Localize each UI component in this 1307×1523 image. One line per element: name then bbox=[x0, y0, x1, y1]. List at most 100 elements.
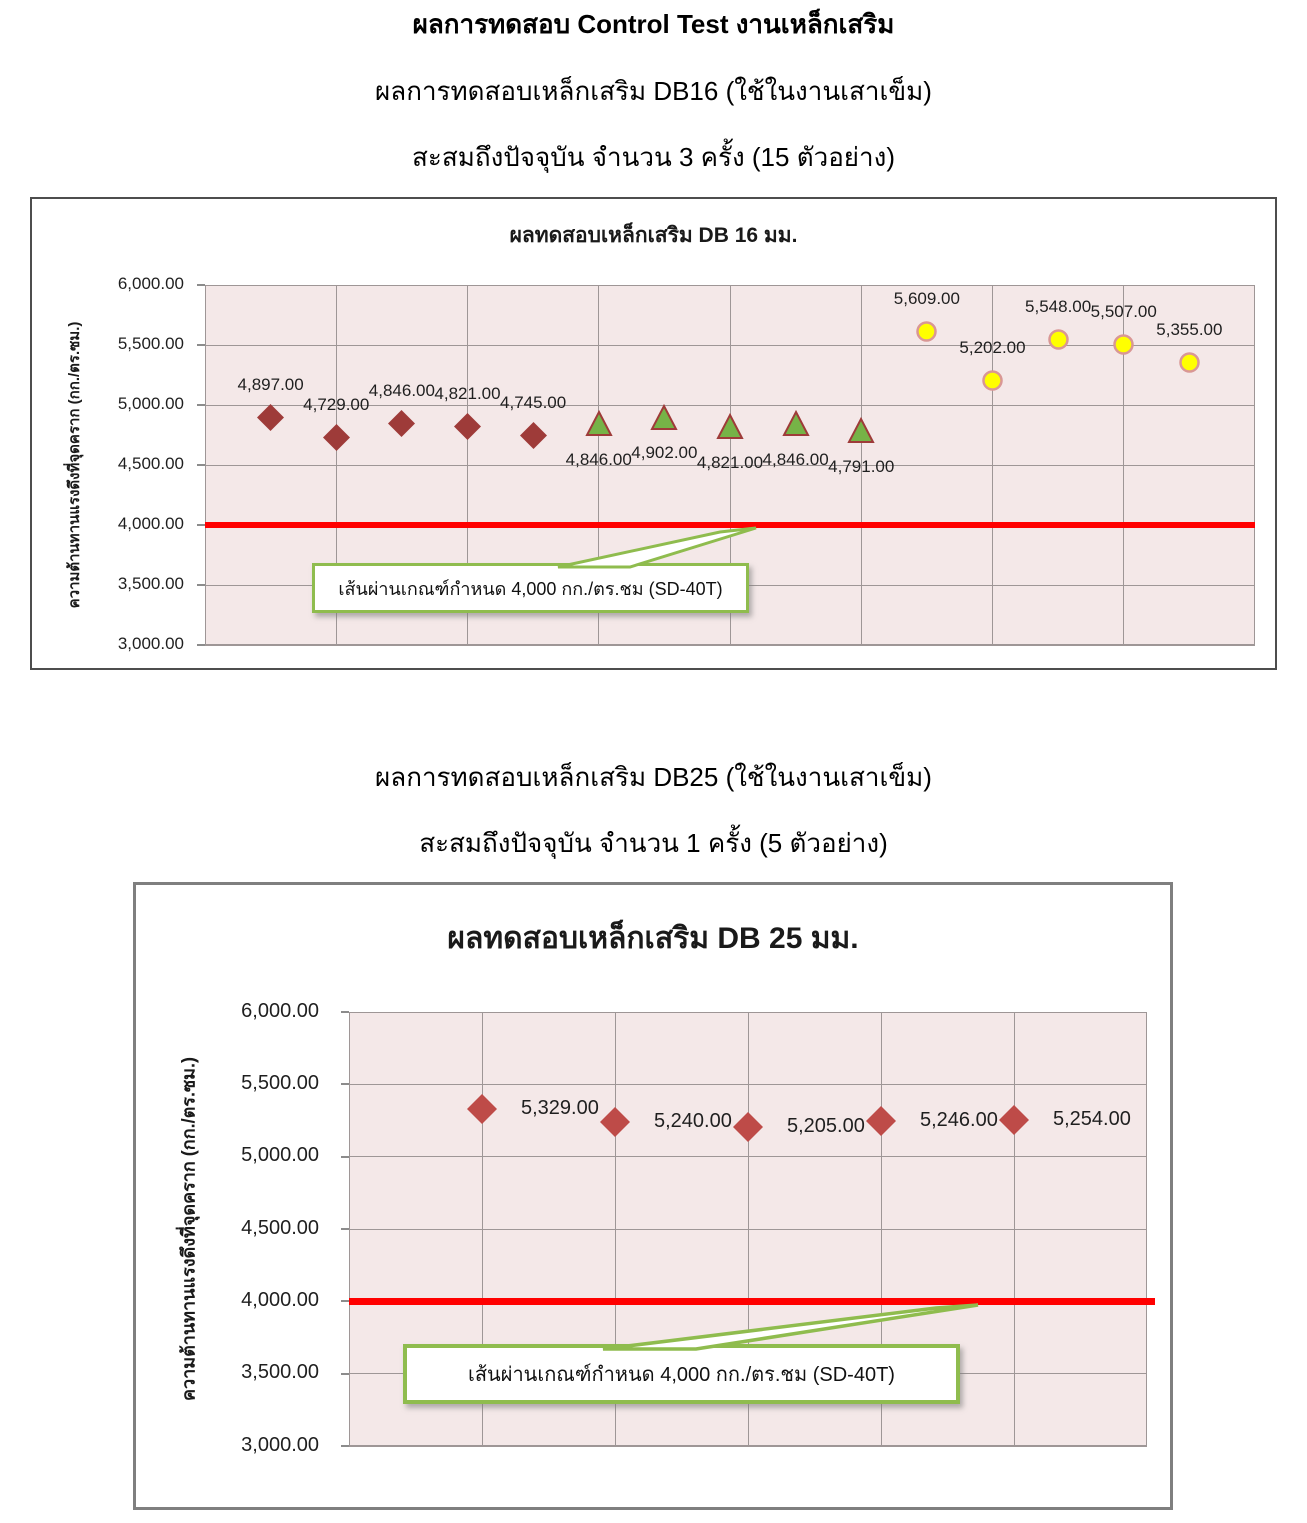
y-tick-label: 5,500.00 bbox=[241, 1071, 319, 1094]
marker-diamond-icon bbox=[600, 1106, 630, 1137]
point-label: 5,246.00 bbox=[920, 1108, 998, 1131]
v-gridline bbox=[467, 285, 468, 645]
threshold-line bbox=[349, 1297, 1155, 1305]
point-label: 5,202.00 bbox=[959, 338, 1026, 358]
point-label: 5,609.00 bbox=[893, 289, 960, 309]
y-tick-label: 5,000.00 bbox=[117, 394, 184, 414]
point-label: 5,254.00 bbox=[1053, 1107, 1131, 1130]
y-tick-label: 4,500.00 bbox=[241, 1216, 319, 1239]
subtitle-db25: ผลการทดสอบเหล็กเสริม DB25 (ใช้ในงานเสาเข… bbox=[375, 762, 932, 792]
marker-diamond-icon bbox=[257, 403, 285, 431]
point-label: 4,821.00 bbox=[696, 452, 764, 472]
marker-circle-icon bbox=[982, 370, 1003, 391]
y-axis-tick bbox=[197, 404, 205, 406]
y-axis-tick bbox=[341, 1155, 349, 1158]
marker-diamond-icon bbox=[733, 1112, 763, 1142]
y-tick-label: 4,000.00 bbox=[241, 1288, 319, 1311]
point-label: 5,205.00 bbox=[787, 1114, 865, 1137]
v-gridline bbox=[880, 1012, 882, 1446]
marker-triangle-icon bbox=[781, 410, 810, 437]
v-gridline bbox=[614, 1012, 616, 1446]
threshold-line bbox=[205, 522, 1255, 528]
y-axis-tick bbox=[341, 1228, 349, 1230]
marker-circle-icon bbox=[1047, 328, 1069, 350]
marker-triangle-icon bbox=[650, 403, 679, 430]
point-label: 5,548.00 bbox=[1025, 296, 1092, 316]
marker-diamond-icon bbox=[454, 412, 481, 440]
threshold-callout-db16: เส้นผ่านเกณฑ์กำหนด 4,000 กก./ตร.ชม (SD-4… bbox=[312, 563, 749, 613]
v-gridline bbox=[335, 285, 337, 645]
point-label: 4,846.00 bbox=[368, 380, 435, 400]
y-tick-label: 3,000.00 bbox=[241, 1433, 319, 1456]
point-label: 4,821.00 bbox=[434, 383, 501, 403]
y-tick-label: 5,500.00 bbox=[117, 334, 184, 354]
threshold-callout-db25-text: เส้นผ่านเกณฑ์กำหนด 4,000 กก./ตร.ชม (SD-4… bbox=[468, 1364, 895, 1386]
subtitle-count-db25: สะสมถึงปัจจุบัน จำนวน 1 ครั้ง (5 ตัวอย่า… bbox=[419, 828, 888, 858]
threshold-callout-db16-text: เส้นผ่านเกณฑ์กำหนด 4,000 กก./ตร.ชม (SD-4… bbox=[338, 578, 723, 599]
point-label: 5,240.00 bbox=[654, 1109, 732, 1132]
point-label: 4,729.00 bbox=[303, 394, 370, 414]
chart-db25-frame: ผลทดสอบเหล็กเสริม DB 25 มม. ความต้านทานแ… bbox=[133, 882, 1173, 1510]
marker-diamond-icon bbox=[467, 1094, 497, 1125]
marker-circle-icon bbox=[1113, 333, 1134, 355]
y-axis-tick bbox=[197, 644, 205, 646]
v-gridline bbox=[747, 1012, 749, 1446]
point-label: 4,745.00 bbox=[500, 393, 567, 413]
y-axis-tick bbox=[197, 524, 205, 526]
marker-circle-icon bbox=[916, 321, 938, 343]
point-label: 4,846.00 bbox=[565, 449, 632, 469]
point-label: 4,846.00 bbox=[762, 449, 829, 469]
y-axis-tick bbox=[197, 284, 205, 286]
marker-diamond-icon bbox=[322, 424, 350, 452]
y-tick-label: 3,500.00 bbox=[117, 574, 184, 594]
v-gridline bbox=[992, 285, 993, 645]
y-axis-tick bbox=[341, 1445, 349, 1447]
y-tick-label: 5,000.00 bbox=[241, 1144, 319, 1167]
y-tick-label: 4,000.00 bbox=[117, 514, 184, 534]
y-axis-tick bbox=[341, 1011, 349, 1013]
page-title: ผลการทดสอบ Control Test งานเหล็กเสริม bbox=[412, 9, 895, 39]
point-label: 5,355.00 bbox=[1156, 319, 1223, 339]
chart-db16-title: ผลทดสอบเหล็กเสริม DB 16 มม. bbox=[509, 224, 798, 247]
marker-circle-icon bbox=[1179, 352, 1200, 373]
marker-diamond-icon bbox=[388, 409, 416, 437]
point-label: 5,507.00 bbox=[1090, 301, 1157, 321]
y-axis-tick bbox=[341, 1083, 349, 1086]
h-gridline bbox=[205, 644, 1255, 646]
marker-diamond-icon bbox=[866, 1106, 896, 1137]
y-tick-label: 3,000.00 bbox=[117, 634, 184, 654]
h-gridline bbox=[349, 1445, 1147, 1447]
chart-db25-layer: 6,000.00 5,500.00 5,000.00 4,500.00 4,000.00… bbox=[136, 885, 1170, 1507]
y-axis-tick bbox=[341, 1372, 349, 1375]
chart-db16-frame: ผลทดสอบเหล็กเสริม DB 16 มม. ความต้านทานแ… bbox=[30, 197, 1277, 670]
y-tick-label: 6,000.00 bbox=[241, 999, 319, 1022]
marker-triangle-icon bbox=[716, 413, 744, 440]
y-axis-tick bbox=[197, 344, 205, 346]
y-axis-tick bbox=[197, 584, 205, 586]
subtitle-db16: ผลการทดสอบเหล็กเสริม DB16 (ใช้ในงานเสาเข… bbox=[375, 76, 932, 106]
threshold-callout-db25: เส้นผ่านเกณฑ์กำหนด 4,000 กก./ตร.ชม (SD-4… bbox=[403, 1344, 960, 1404]
chart-db25-title: ผลทดสอบเหล็กเสริม DB 25 มม. bbox=[447, 922, 859, 955]
marker-diamond-icon bbox=[999, 1104, 1029, 1135]
marker-diamond-icon bbox=[519, 422, 547, 450]
v-gridline bbox=[598, 285, 600, 645]
chart-db16-layer: 6,000.00 5,500.00 5,000.00 4,500.00 4,000.00… bbox=[32, 199, 1275, 668]
y-tick-label: 3,500.00 bbox=[241, 1361, 319, 1384]
v-gridline bbox=[860, 285, 862, 645]
subtitle-count-db16: สะสมถึงปัจจุบัน จำนวน 3 ครั้ง (15 ตัวอย่… bbox=[411, 142, 895, 172]
y-tick-label: 6,000.00 bbox=[117, 274, 184, 294]
v-gridline bbox=[729, 285, 731, 645]
point-label: 4,902.00 bbox=[631, 443, 698, 463]
marker-triangle-icon bbox=[585, 410, 613, 437]
point-label: 5,329.00 bbox=[521, 1096, 599, 1119]
y-tick-label: 4,500.00 bbox=[117, 454, 184, 474]
y-axis-tick bbox=[341, 1300, 349, 1303]
point-label: 4,791.00 bbox=[828, 456, 895, 476]
point-label: 4,897.00 bbox=[237, 374, 304, 394]
v-gridline bbox=[481, 1012, 483, 1446]
y-axis-tick bbox=[197, 464, 205, 466]
v-gridline bbox=[1013, 1012, 1015, 1446]
marker-triangle-icon bbox=[847, 416, 875, 444]
v-gridline bbox=[1123, 285, 1125, 645]
